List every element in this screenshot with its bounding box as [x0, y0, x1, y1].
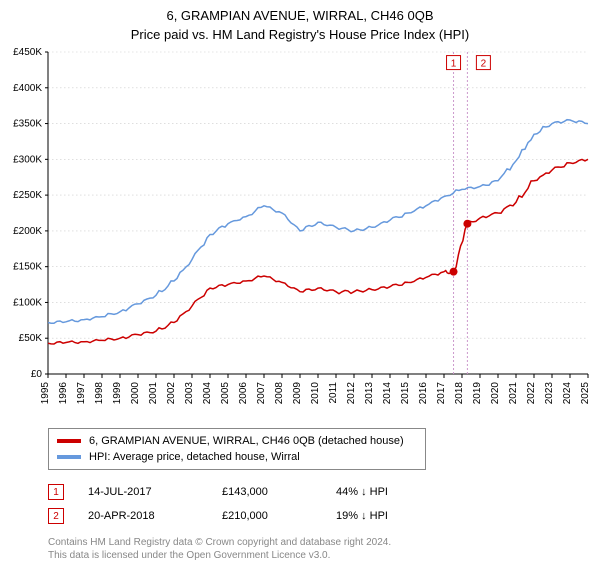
svg-text:£450K: £450K: [13, 47, 42, 58]
svg-text:2025: 2025: [580, 382, 591, 405]
event-table: 1 14-JUL-2017 £143,000 44% ↓ HPI 2 20-APR-201…: [48, 480, 600, 528]
svg-text:1999: 1999: [112, 382, 123, 405]
svg-text:1995: 1995: [40, 382, 51, 405]
legend-label: HPI: Average price, detached house, Wirr…: [89, 451, 300, 463]
chart-legend: 6, GRAMPIAN AVENUE, WIRRAL, CH46 0QB (de…: [48, 428, 426, 470]
svg-text:£350K: £350K: [13, 119, 42, 130]
svg-text:2006: 2006: [238, 382, 249, 405]
footer-line1: Contains HM Land Registry data © Crown c…: [48, 536, 600, 549]
legend-item: 6, GRAMPIAN AVENUE, WIRRAL, CH46 0QB (de…: [57, 433, 417, 449]
chart-container: 6, GRAMPIAN AVENUE, WIRRAL, CH46 0QB Pri…: [0, 0, 600, 560]
legend-swatch: [57, 455, 81, 459]
chart-svg: £0 £50K £100K £150K £200K £250K £300K £350K £400…: [0, 46, 600, 426]
svg-text:2004: 2004: [202, 382, 213, 405]
svg-text:1997: 1997: [76, 382, 87, 405]
svg-text:2: 2: [481, 59, 487, 70]
svg-text:2013: 2013: [364, 382, 375, 405]
chart-title-line2: Price paid vs. HM Land Registry's House …: [0, 23, 600, 46]
svg-text:2000: 2000: [130, 382, 141, 405]
footer-attribution: Contains HM Land Registry data © Crown c…: [48, 536, 600, 562]
event-hpi-pct: 19% ↓ HPI: [336, 510, 446, 522]
chart-plot-area: £0 £50K £100K £150K £200K £250K £300K £350K £400…: [0, 46, 600, 426]
svg-text:2023: 2023: [544, 382, 555, 405]
event-price: £143,000: [222, 486, 312, 498]
svg-text:2010: 2010: [310, 382, 321, 405]
footer-line2: This data is licensed under the Open Gov…: [48, 549, 600, 562]
legend-label: 6, GRAMPIAN AVENUE, WIRRAL, CH46 0QB (de…: [89, 435, 404, 447]
event-row: 1 14-JUL-2017 £143,000 44% ↓ HPI: [48, 480, 600, 504]
svg-text:2007: 2007: [256, 382, 267, 405]
event-date: 14-JUL-2017: [88, 486, 198, 498]
chart-title-line1: 6, GRAMPIAN AVENUE, WIRRAL, CH46 0QB: [0, 0, 600, 23]
svg-text:2005: 2005: [220, 382, 231, 405]
svg-text:1998: 1998: [94, 382, 105, 405]
svg-text:2014: 2014: [382, 382, 393, 405]
svg-text:1: 1: [451, 59, 457, 70]
svg-text:2017: 2017: [436, 382, 447, 405]
svg-text:2015: 2015: [400, 382, 411, 405]
svg-text:£400K: £400K: [13, 83, 42, 94]
svg-text:2012: 2012: [346, 382, 357, 405]
svg-text:2018: 2018: [454, 382, 465, 405]
svg-text:2002: 2002: [166, 382, 177, 405]
svg-text:2021: 2021: [508, 382, 519, 405]
svg-text:2008: 2008: [274, 382, 285, 405]
svg-text:£300K: £300K: [13, 154, 42, 165]
svg-text:£250K: £250K: [13, 190, 42, 201]
svg-text:1996: 1996: [58, 382, 69, 405]
event-hpi-pct: 44% ↓ HPI: [336, 486, 446, 498]
svg-text:2009: 2009: [292, 382, 303, 405]
svg-text:£200K: £200K: [13, 226, 42, 237]
svg-text:2024: 2024: [562, 382, 573, 405]
svg-text:2022: 2022: [526, 382, 537, 405]
svg-text:2020: 2020: [490, 382, 501, 405]
svg-text:£50K: £50K: [19, 333, 43, 344]
svg-text:2003: 2003: [184, 382, 195, 405]
svg-text:£100K: £100K: [13, 297, 42, 308]
event-marker-box: 2: [48, 508, 64, 524]
event-date: 20-APR-2018: [88, 510, 198, 522]
svg-text:2016: 2016: [418, 382, 429, 405]
legend-swatch: [57, 439, 81, 443]
event-marker-box: 1: [48, 484, 64, 500]
legend-item: HPI: Average price, detached house, Wirr…: [57, 449, 417, 465]
event-row: 2 20-APR-2018 £210,000 19% ↓ HPI: [48, 504, 600, 528]
svg-text:2011: 2011: [328, 382, 339, 404]
svg-text:£150K: £150K: [13, 262, 42, 273]
svg-text:£0: £0: [31, 369, 43, 380]
svg-text:2019: 2019: [472, 382, 483, 405]
event-price: £210,000: [222, 510, 312, 522]
svg-text:2001: 2001: [148, 382, 159, 405]
